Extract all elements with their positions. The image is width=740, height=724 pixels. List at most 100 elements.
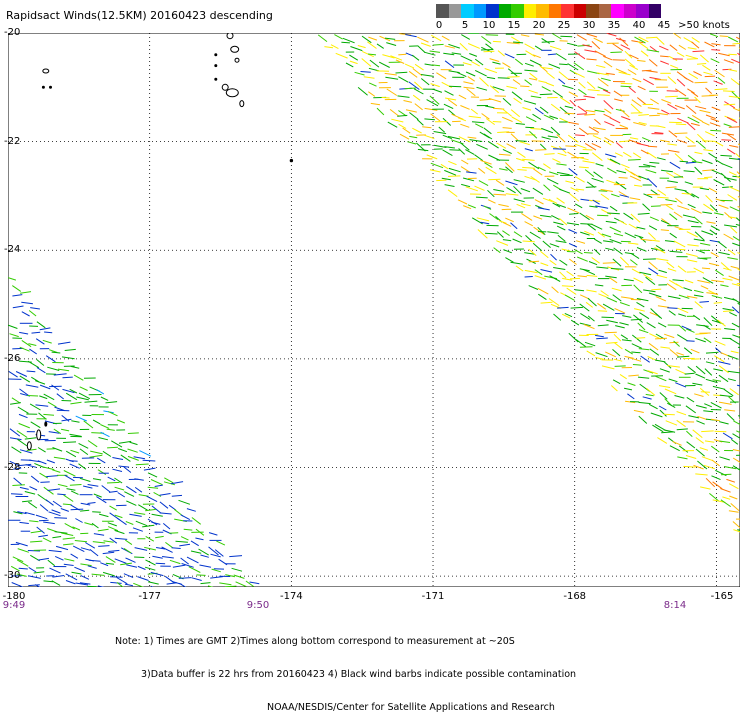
tonga-north-island-coastline: [42, 86, 44, 88]
wind-barb: [156, 563, 165, 564]
wind-barb: [687, 341, 695, 342]
kermadec-islands-coastline: [27, 442, 31, 450]
wind-barb: [579, 167, 589, 168]
legend-swatch: [461, 4, 474, 18]
wind-barb: [715, 431, 727, 432]
wind-barb: [128, 433, 139, 434]
map-title: Rapidsact Winds(12.5KM) 20160423 descend…: [6, 9, 273, 22]
wind-barb: [493, 122, 502, 123]
wind-barb: [398, 54, 406, 55]
longitude-label: -177: [138, 591, 161, 602]
legend-swatch: [586, 4, 599, 18]
wind-map[interactable]: [8, 33, 740, 587]
ata-island-coastline: [290, 159, 292, 161]
haapai-islands-coastline: [235, 58, 239, 62]
tongatapu-coastline: [222, 84, 228, 90]
tongatapu-coastline: [226, 89, 238, 97]
wind-barb: [665, 96, 678, 97]
wind-barb: [610, 52, 621, 53]
wind-barb: [134, 557, 144, 558]
wind-barb: [664, 414, 675, 415]
kermadec-islands-coastline: [37, 430, 41, 440]
wind-barb: [361, 72, 371, 73]
wind-barb: [498, 78, 510, 79]
wind-barb: [597, 95, 610, 96]
wind-barb: [687, 59, 698, 60]
legend-swatch: [636, 4, 649, 18]
wind-barb: [449, 150, 459, 151]
legend-swatch: [649, 4, 662, 18]
wind-barb: [197, 575, 206, 576]
wind-barb: [565, 146, 576, 147]
wind-barb: [701, 431, 714, 432]
legend-tick-label: 35: [608, 20, 621, 31]
note-line-3: NOAA/NESDIS/Center for Satellite Applica…: [115, 702, 576, 713]
latitude-label: -26: [4, 353, 20, 364]
longitude-label: -168: [563, 591, 586, 602]
wind-barb: [341, 42, 350, 43]
pass-time-label: 8:14: [664, 600, 686, 611]
wind-barb: [225, 586, 236, 587]
wind-barb: [107, 482, 120, 483]
wind-barb: [615, 366, 626, 367]
wind-barb: [63, 377, 73, 378]
legend-swatch: [474, 4, 487, 18]
wind-barb: [172, 548, 181, 549]
wind-barb: [711, 50, 720, 51]
wind-barb: [695, 82, 708, 83]
legend-tick-label: 0: [436, 20, 442, 31]
wind-barb: [396, 72, 408, 73]
wind-barb: [575, 135, 585, 136]
wind-barb: [602, 317, 615, 318]
tonga-north-island-coastline: [43, 69, 49, 73]
wind-barb: [586, 187, 597, 188]
wind-barb: [680, 161, 688, 162]
pass-time-label: 9:49: [3, 600, 25, 611]
wind-barb: [449, 86, 461, 87]
wind-barb: [723, 311, 733, 312]
wind-barb: [605, 332, 617, 333]
wind-barb: [507, 77, 519, 78]
legend-swatch: [574, 4, 587, 18]
wind-barb: [667, 91, 678, 92]
wind-barb: [535, 150, 546, 151]
wind-barb: [488, 179, 500, 180]
legend-swatch: [536, 4, 549, 18]
legend-swatch: [486, 4, 499, 18]
legend-color-bar: [436, 4, 661, 18]
pass-time-label: 9:50: [247, 600, 269, 611]
haapai-islands-coastline: [231, 46, 239, 52]
wind-barb: [568, 79, 578, 80]
kermadec-islands-coastline: [45, 422, 47, 426]
haapai-islands-coastline: [215, 54, 217, 56]
wind-barb: [517, 170, 526, 171]
wind-barb: [596, 338, 608, 339]
latitude-label: -20: [4, 27, 20, 38]
footer-notes: Note: 1) Times are GMT 2)Times along bot…: [115, 614, 576, 724]
wind-barb: [728, 54, 736, 55]
wind-barb: [667, 308, 677, 309]
wind-barb: [721, 140, 731, 141]
map-frame: [8, 33, 740, 587]
legend-swatch: [436, 4, 449, 18]
wind-barb: [143, 460, 156, 461]
wind-barb: [525, 277, 533, 278]
legend-swatch: [561, 4, 574, 18]
wind-barb: [571, 307, 583, 308]
wind-barb: [436, 180, 446, 181]
legend-swatch: [449, 4, 462, 18]
wind-barb: [603, 263, 616, 264]
wind-barb: [433, 44, 444, 45]
tongatapu-coastline: [240, 101, 244, 107]
wind-barb: [523, 241, 535, 242]
wind-barb: [710, 130, 721, 131]
wind-barb: [525, 127, 534, 128]
wind-barb: [71, 509, 84, 510]
wind-barb: [70, 461, 78, 462]
wind-barb: [40, 482, 49, 483]
wind-barb: [724, 104, 736, 105]
tonga-north-island-coastline: [50, 86, 52, 88]
tongatapu-coastline: [215, 78, 217, 80]
wind-barb: [11, 494, 23, 495]
